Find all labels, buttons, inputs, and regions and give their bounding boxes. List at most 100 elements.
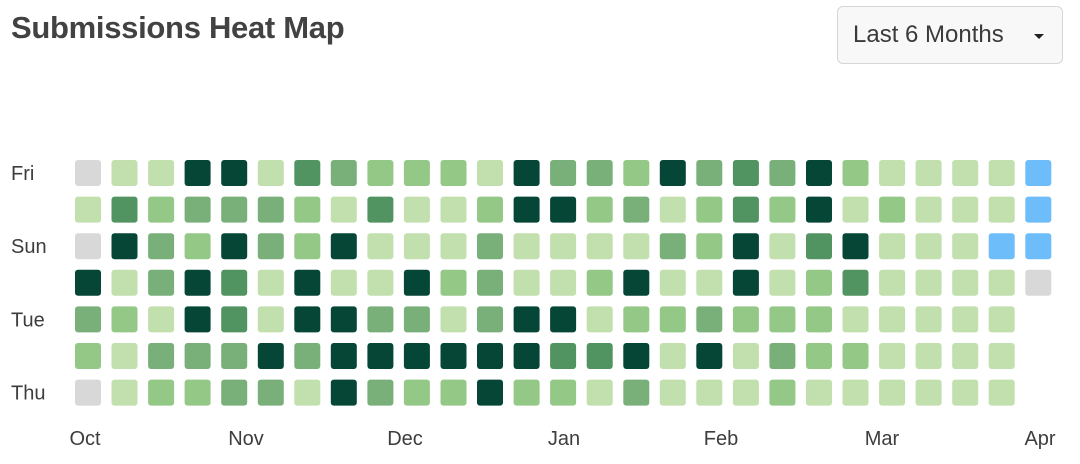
heatmap-cell[interactable] [806,196,832,223]
heatmap-cell[interactable] [915,269,942,296]
heatmap-cell[interactable] [769,306,796,333]
heatmap-cell[interactable] [842,343,869,369]
heatmap-cell[interactable] [623,269,650,296]
heatmap-cell[interactable] [586,269,613,296]
heatmap-cell[interactable] [696,343,723,369]
heatmap-cell[interactable] [732,306,759,333]
heatmap-cell[interactable] [75,343,101,369]
heatmap-cell[interactable] [696,233,723,260]
heatmap-cell[interactable] [148,196,175,223]
heatmap-cell[interactable] [330,343,357,369]
heatmap-cell[interactable] [477,196,503,223]
heatmap-cell[interactable] [806,379,832,406]
heatmap-cell[interactable] [330,160,357,186]
heatmap-cell[interactable] [659,306,686,333]
heatmap-cell[interactable] [184,269,211,296]
heatmap-cell[interactable] [513,196,540,223]
heatmap-cell[interactable] [842,269,869,296]
heatmap-cell[interactable] [586,306,613,333]
heatmap-cell[interactable] [952,269,979,296]
heatmap-cell[interactable] [988,160,1015,186]
heatmap-cell[interactable] [659,379,686,406]
heatmap-cell[interactable] [111,160,138,186]
heatmap-cell[interactable] [732,379,759,406]
heatmap-cell[interactable] [294,343,321,369]
heatmap-cell[interactable] [440,379,467,406]
heatmap-cell[interactable] [477,306,503,333]
heatmap-cell[interactable] [623,379,650,406]
heatmap-cell[interactable] [696,379,723,406]
heatmap-cell[interactable] [842,196,869,223]
heatmap-cell[interactable] [257,379,284,406]
heatmap-cell[interactable] [513,269,540,296]
heatmap-cell[interactable] [952,196,979,223]
heatmap-cell[interactable] [732,269,759,296]
heatmap-cell[interactable] [623,343,650,369]
heatmap-cell[interactable] [586,233,613,260]
heatmap-cell[interactable] [440,196,467,223]
heatmap-cell[interactable] [806,306,832,333]
heatmap-cell[interactable] [769,160,796,186]
heatmap-cell[interactable] [842,379,869,406]
heatmap-cell[interactable] [367,379,394,406]
heatmap-cell[interactable] [879,269,906,296]
heatmap-cell[interactable] [842,306,869,333]
heatmap-cell[interactable] [550,160,577,186]
heatmap-cell[interactable] [513,160,540,186]
heatmap-cell[interactable] [550,306,577,333]
heatmap-cell[interactable] [988,343,1015,369]
heatmap-cell[interactable] [659,343,686,369]
heatmap-cell[interactable] [769,343,796,369]
heatmap-cell[interactable] [367,160,394,186]
heatmap-cell[interactable] [111,306,138,333]
heatmap-cell[interactable] [184,233,211,260]
heatmap-cell[interactable] [257,269,284,296]
heatmap-cell[interactable] [367,343,394,369]
heatmap-cell[interactable] [696,196,723,223]
heatmap-cell[interactable] [330,233,357,260]
heatmap-cell[interactable] [696,306,723,333]
heatmap-cell[interactable] [586,196,613,223]
heatmap-cell[interactable] [696,269,723,296]
heatmap-cell[interactable] [769,269,796,296]
heatmap-cell[interactable] [1025,160,1052,186]
heatmap-cell[interactable] [111,343,138,369]
heatmap-cell[interactable] [221,269,248,296]
heatmap-cell[interactable] [513,306,540,333]
heatmap-cell[interactable] [806,160,832,186]
heatmap-cell[interactable] [586,343,613,369]
heatmap-cell[interactable] [257,343,284,369]
heatmap-cell[interactable] [294,196,321,223]
heatmap-cell[interactable] [952,160,979,186]
heatmap-cell[interactable] [148,160,175,186]
heatmap-cell[interactable] [330,196,357,223]
heatmap-cell[interactable] [294,379,321,406]
heatmap-cell[interactable] [879,343,906,369]
heatmap-cell[interactable] [403,269,430,296]
heatmap-cell[interactable] [623,233,650,260]
heatmap-cell[interactable] [915,306,942,333]
heatmap-cell[interactable] [440,233,467,260]
heatmap-cell[interactable] [440,269,467,296]
heatmap-cell[interactable] [221,379,248,406]
heatmap-cell[interactable] [111,233,138,260]
heatmap-cell[interactable] [952,233,979,260]
heatmap-cell[interactable] [1025,196,1052,223]
heatmap-cell[interactable] [550,233,577,260]
heatmap-cell[interactable] [915,160,942,186]
heatmap-cell[interactable] [988,379,1015,406]
heatmap-cell[interactable] [915,196,942,223]
heatmap-cell[interactable] [659,160,686,186]
heatmap-cell[interactable] [75,269,101,296]
heatmap-cell[interactable] [367,306,394,333]
heatmap-cell[interactable] [879,233,906,260]
heatmap-cell[interactable] [257,196,284,223]
heatmap-cell[interactable] [952,306,979,333]
heatmap-cell[interactable] [1025,233,1052,260]
heatmap-cell[interactable] [184,196,211,223]
heatmap-cell[interactable] [294,160,321,186]
heatmap-cell[interactable] [403,233,430,260]
heatmap-cell[interactable] [1025,269,1052,296]
heatmap-cell[interactable] [148,306,175,333]
heatmap-cell[interactable] [659,269,686,296]
